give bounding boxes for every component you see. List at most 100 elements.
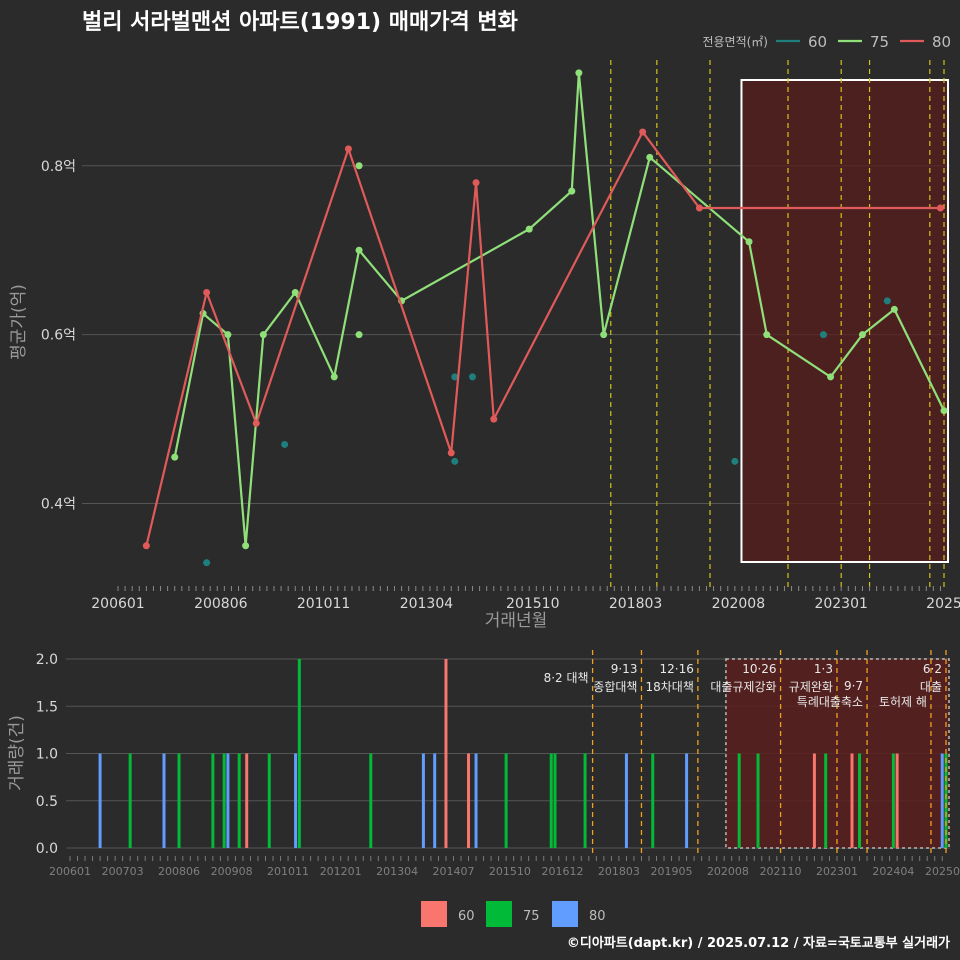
bar-75 [891,753,895,848]
data-point-80 [203,288,211,296]
bar-60 [444,659,448,848]
data-point-75 [763,331,771,339]
bar-60 [895,753,899,848]
legend-label-75: 75 [523,909,540,924]
data-point-60 [731,457,739,465]
legend-key-75 [486,901,512,927]
legend-bottom: 60 75 80 [421,901,606,927]
data-point-75 [568,187,576,195]
x-tick-label: 201304 [400,596,454,612]
legend-label-60: 60 [458,909,475,924]
y-tick-label: 1.5 [36,699,58,715]
x-tick-label: 201510 [506,596,559,612]
bar-80 [433,753,437,848]
footer-credit: ©디아파트(dapt.kr) / 2025.07.12 / 자료=국토교통부 실… [567,935,950,951]
data-point-75 [858,331,866,339]
bar-80 [685,753,689,848]
data-point-80 [344,145,352,153]
x-tick-label: 202404 [872,865,914,878]
top-panel: 0.4억 0.6억 0.8억 200601 200806 201011 201304 2015… [9,60,960,631]
data-point-60 [281,440,289,448]
y-tick-label: 0.0 [36,841,58,857]
legend-label-75: 75 [870,33,889,51]
policy-annotation: 대출규제강화 [710,680,776,694]
chart-title: 벌리 서라벌맨션 아파트(1991) 매매가격 변화 [82,10,518,35]
policy-annotation: 9·7 [844,679,863,693]
data-point-75 [355,331,363,339]
bar-60 [467,753,471,848]
data-point-75 [259,331,267,339]
x-tick-label: 200806 [194,596,248,612]
policy-annotation: 10·26 [742,662,776,676]
legend-label-80: 80 [589,909,606,924]
data-point-60 [451,373,459,381]
y-tick-label: 0.4억 [41,497,76,513]
data-point-75 [355,162,363,170]
data-point-75 [242,542,250,550]
bar-80 [940,753,944,848]
legend-label-60: 60 [808,33,827,51]
x-tick-label: 202008 [707,865,749,878]
data-point-60 [203,559,211,567]
y-axis-title: 거래량(건) [7,715,27,791]
policy-annotation: 대출 [920,680,942,694]
legend-key-60 [421,901,447,927]
data-point-75 [827,373,835,381]
data-point-80 [695,204,703,212]
x-tick-label: 201803 [609,596,662,612]
policy-annotation: 9·13 [611,662,638,676]
x-tick-label: 200908 [211,865,253,878]
x-tick-label: 201612 [542,865,584,878]
x-tick-label: 202008 [712,596,765,612]
data-point-75 [291,288,299,296]
policy-annotation: 12·16 [660,662,694,676]
bottom-panel: 0.0 0.5 1.0 1.5 2.0 8·2 대책 9·13 종합대책 12·16 18차대책 1… [7,650,960,878]
bar-80 [421,753,425,848]
y-tick-label: 0.5 [36,794,58,810]
bar-60 [812,753,816,848]
legend-key-80 [552,901,578,927]
data-point-75 [525,225,533,233]
y-tick-label: 0.6억 [41,328,76,344]
series-line-80 [145,129,941,547]
data-point-75 [745,238,753,246]
policy-annotation: 규제완화 [789,680,833,694]
y-tick-label: 0.8억 [41,159,76,175]
data-point-75 [330,373,338,381]
bar-75 [553,753,557,848]
bar-75 [756,753,760,848]
x-tick-label: 201905 [651,865,693,878]
bar-80 [624,753,628,848]
bar-80 [474,753,478,848]
bar-80 [294,753,298,848]
x-tick-label: 200601 [49,865,91,878]
x-tick-label: 201201 [320,865,362,878]
data-point-80 [472,179,480,187]
x-tick-label: 201011 [267,865,309,878]
y-tick-label: 2.0 [36,652,58,668]
data-point-75 [890,305,898,313]
data-point-75 [355,246,363,254]
bar-75 [858,753,862,848]
data-point-80 [252,419,260,427]
data-point-75 [171,453,179,461]
bar-75 [651,753,655,848]
policy-annotation: 8·2 대책 [544,670,589,685]
x-tick-label: 201407 [432,865,474,878]
legend-title: 전용면적(㎡) [702,35,768,49]
data-point-75 [600,331,608,339]
bar-75 [549,753,553,848]
bar-75 [222,753,226,848]
bar-75 [583,753,587,848]
policy-annotation: 18차대책 [645,679,693,694]
x-tick-label: 200806 [158,865,200,878]
data-point-75 [646,153,654,161]
data-point-60 [819,331,827,339]
x-tick-label: 200601 [91,596,144,612]
x-tick-label: 200703 [102,865,144,878]
policy-annotation: 종합대책 [593,679,637,694]
bar-75 [177,753,181,848]
policy-annotation: 토허제 해 [879,695,927,709]
bar-75 [211,753,215,848]
